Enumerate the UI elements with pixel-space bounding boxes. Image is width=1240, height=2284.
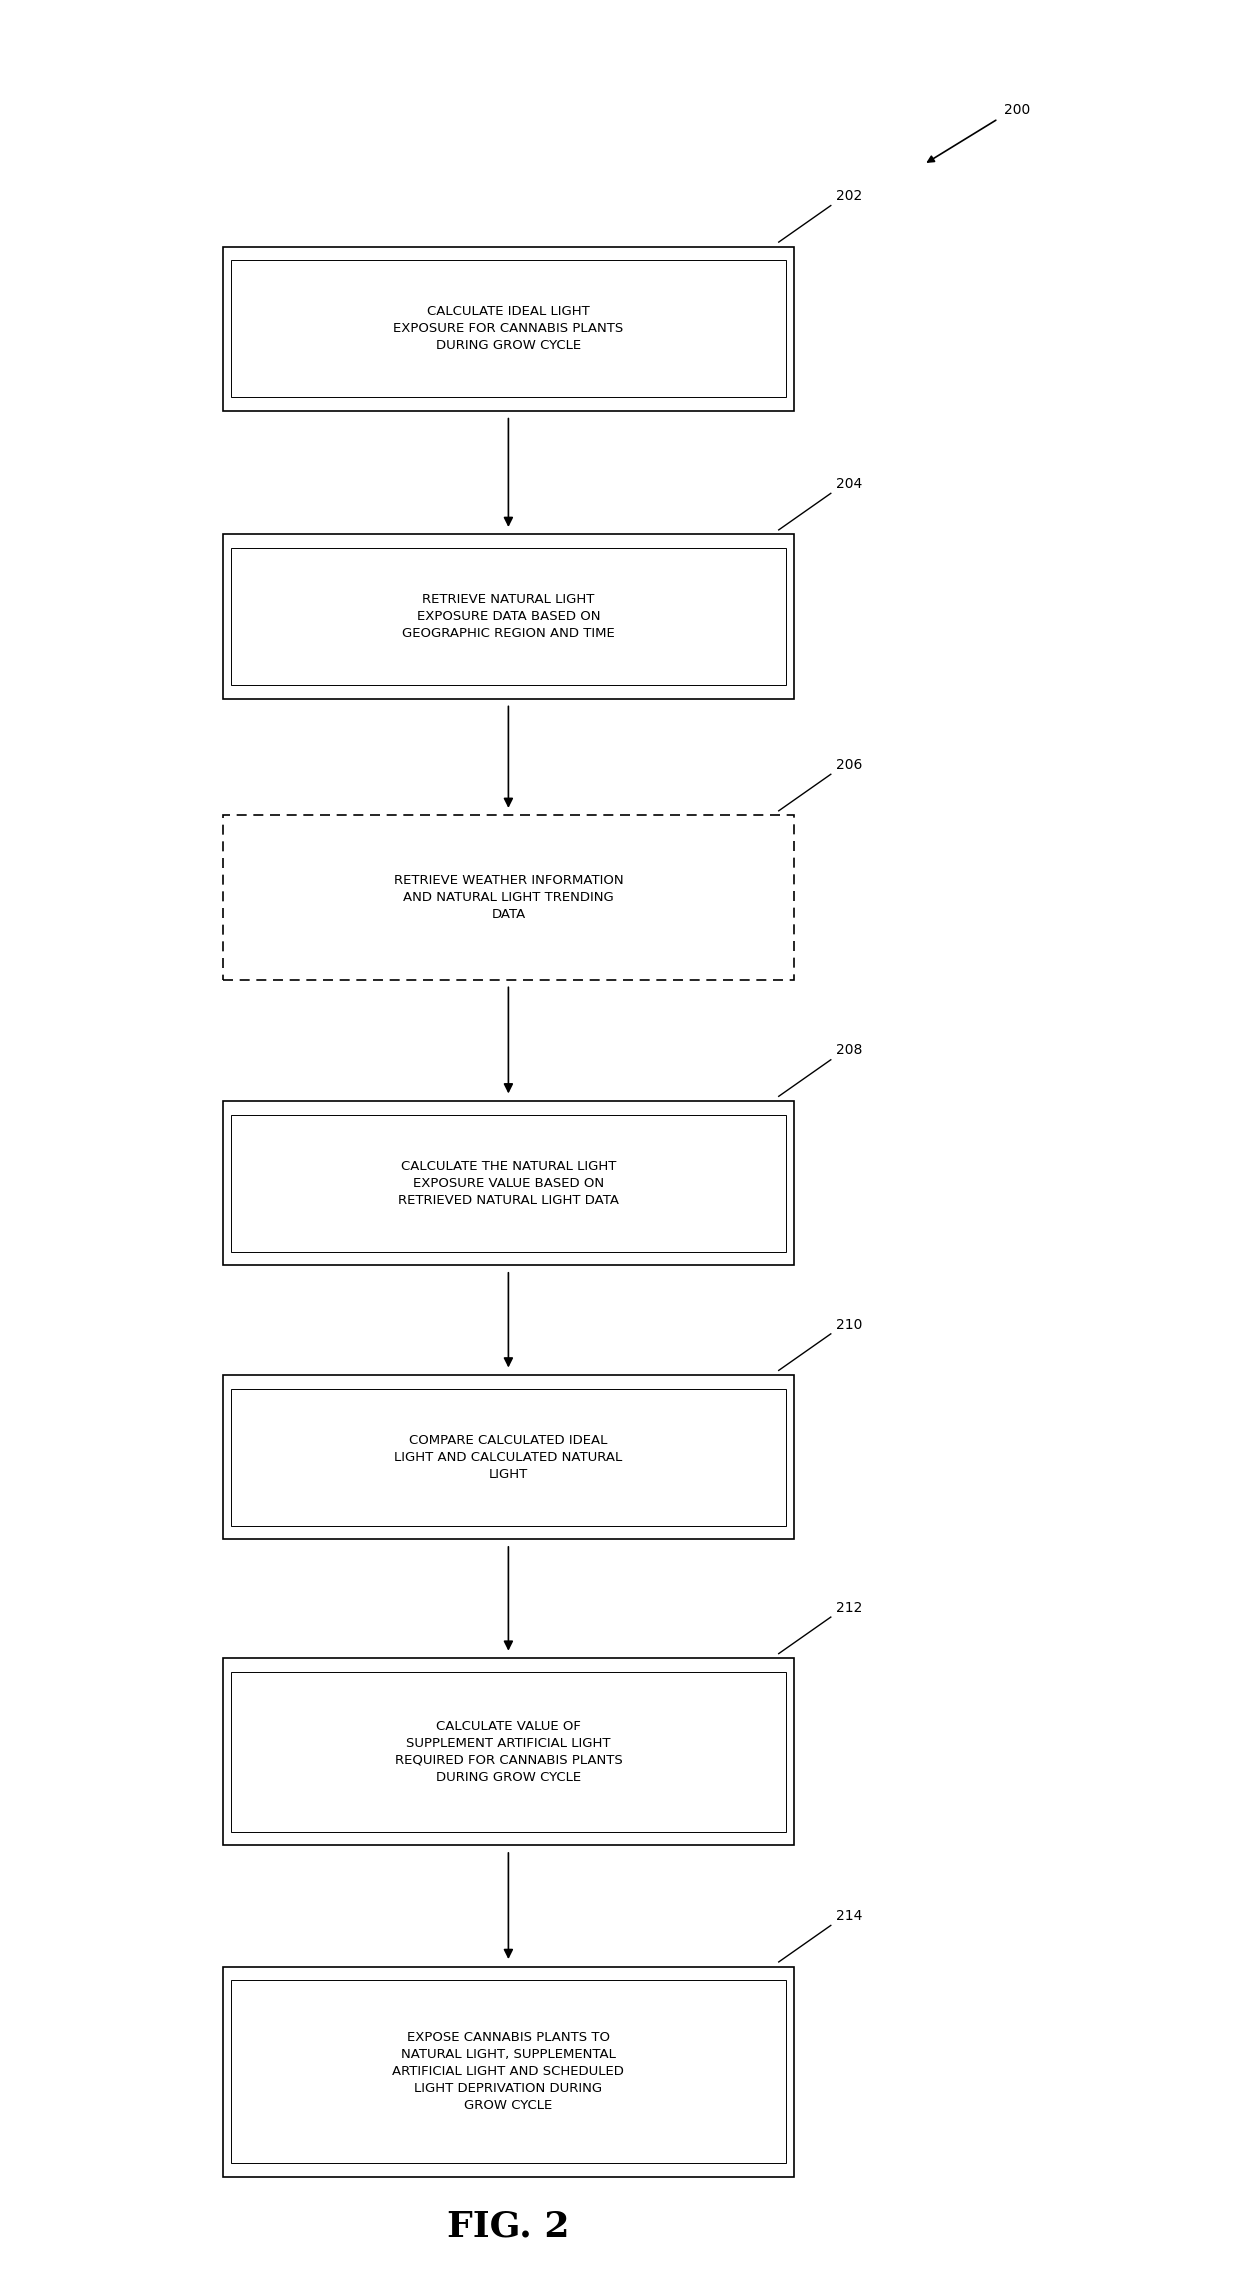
Bar — [223, 815, 794, 980]
Bar — [231, 1980, 786, 2163]
Bar — [231, 260, 786, 397]
Text: COMPARE CALCULATED IDEAL
LIGHT AND CALCULATED NATURAL
LIGHT: COMPARE CALCULATED IDEAL LIGHT AND CALCU… — [394, 1434, 622, 1480]
Text: 208: 208 — [836, 1044, 862, 1057]
Text: 214: 214 — [836, 1909, 862, 1923]
Text: 200: 200 — [1004, 103, 1030, 116]
Text: CALCULATE VALUE OF
SUPPLEMENT ARTIFICIAL LIGHT
REQUIRED FOR CANNABIS PLANTS
DURI: CALCULATE VALUE OF SUPPLEMENT ARTIFICIAL… — [394, 1720, 622, 1784]
Text: CALCULATE THE NATURAL LIGHT
EXPOSURE VALUE BASED ON
RETRIEVED NATURAL LIGHT DATA: CALCULATE THE NATURAL LIGHT EXPOSURE VAL… — [398, 1160, 619, 1206]
Bar — [231, 1672, 786, 1832]
Text: RETRIEVE NATURAL LIGHT
EXPOSURE DATA BASED ON
GEOGRAPHIC REGION AND TIME: RETRIEVE NATURAL LIGHT EXPOSURE DATA BAS… — [402, 594, 615, 640]
Bar — [223, 534, 794, 699]
Text: 212: 212 — [836, 1601, 862, 1615]
Text: 204: 204 — [836, 477, 862, 491]
Bar — [231, 1115, 786, 1252]
Text: CALCULATE IDEAL LIGHT
EXPOSURE FOR CANNABIS PLANTS
DURING GROW CYCLE: CALCULATE IDEAL LIGHT EXPOSURE FOR CANNA… — [393, 306, 624, 352]
Bar — [223, 247, 794, 411]
Bar — [223, 1967, 794, 2177]
Bar — [223, 1375, 794, 1539]
Text: 206: 206 — [836, 758, 862, 772]
Text: RETRIEVE WEATHER INFORMATION
AND NATURAL LIGHT TRENDING
DATA: RETRIEVE WEATHER INFORMATION AND NATURAL… — [393, 875, 624, 920]
Bar — [231, 1389, 786, 1526]
Bar — [231, 548, 786, 685]
Bar — [223, 1658, 794, 1845]
Bar — [223, 1101, 794, 1265]
Text: EXPOSE CANNABIS PLANTS TO
NATURAL LIGHT, SUPPLEMENTAL
ARTIFICIAL LIGHT AND SCHED: EXPOSE CANNABIS PLANTS TO NATURAL LIGHT,… — [393, 2030, 624, 2113]
Text: 202: 202 — [836, 190, 862, 203]
Text: FIG. 2: FIG. 2 — [448, 2211, 569, 2243]
Text: 210: 210 — [836, 1318, 862, 1332]
